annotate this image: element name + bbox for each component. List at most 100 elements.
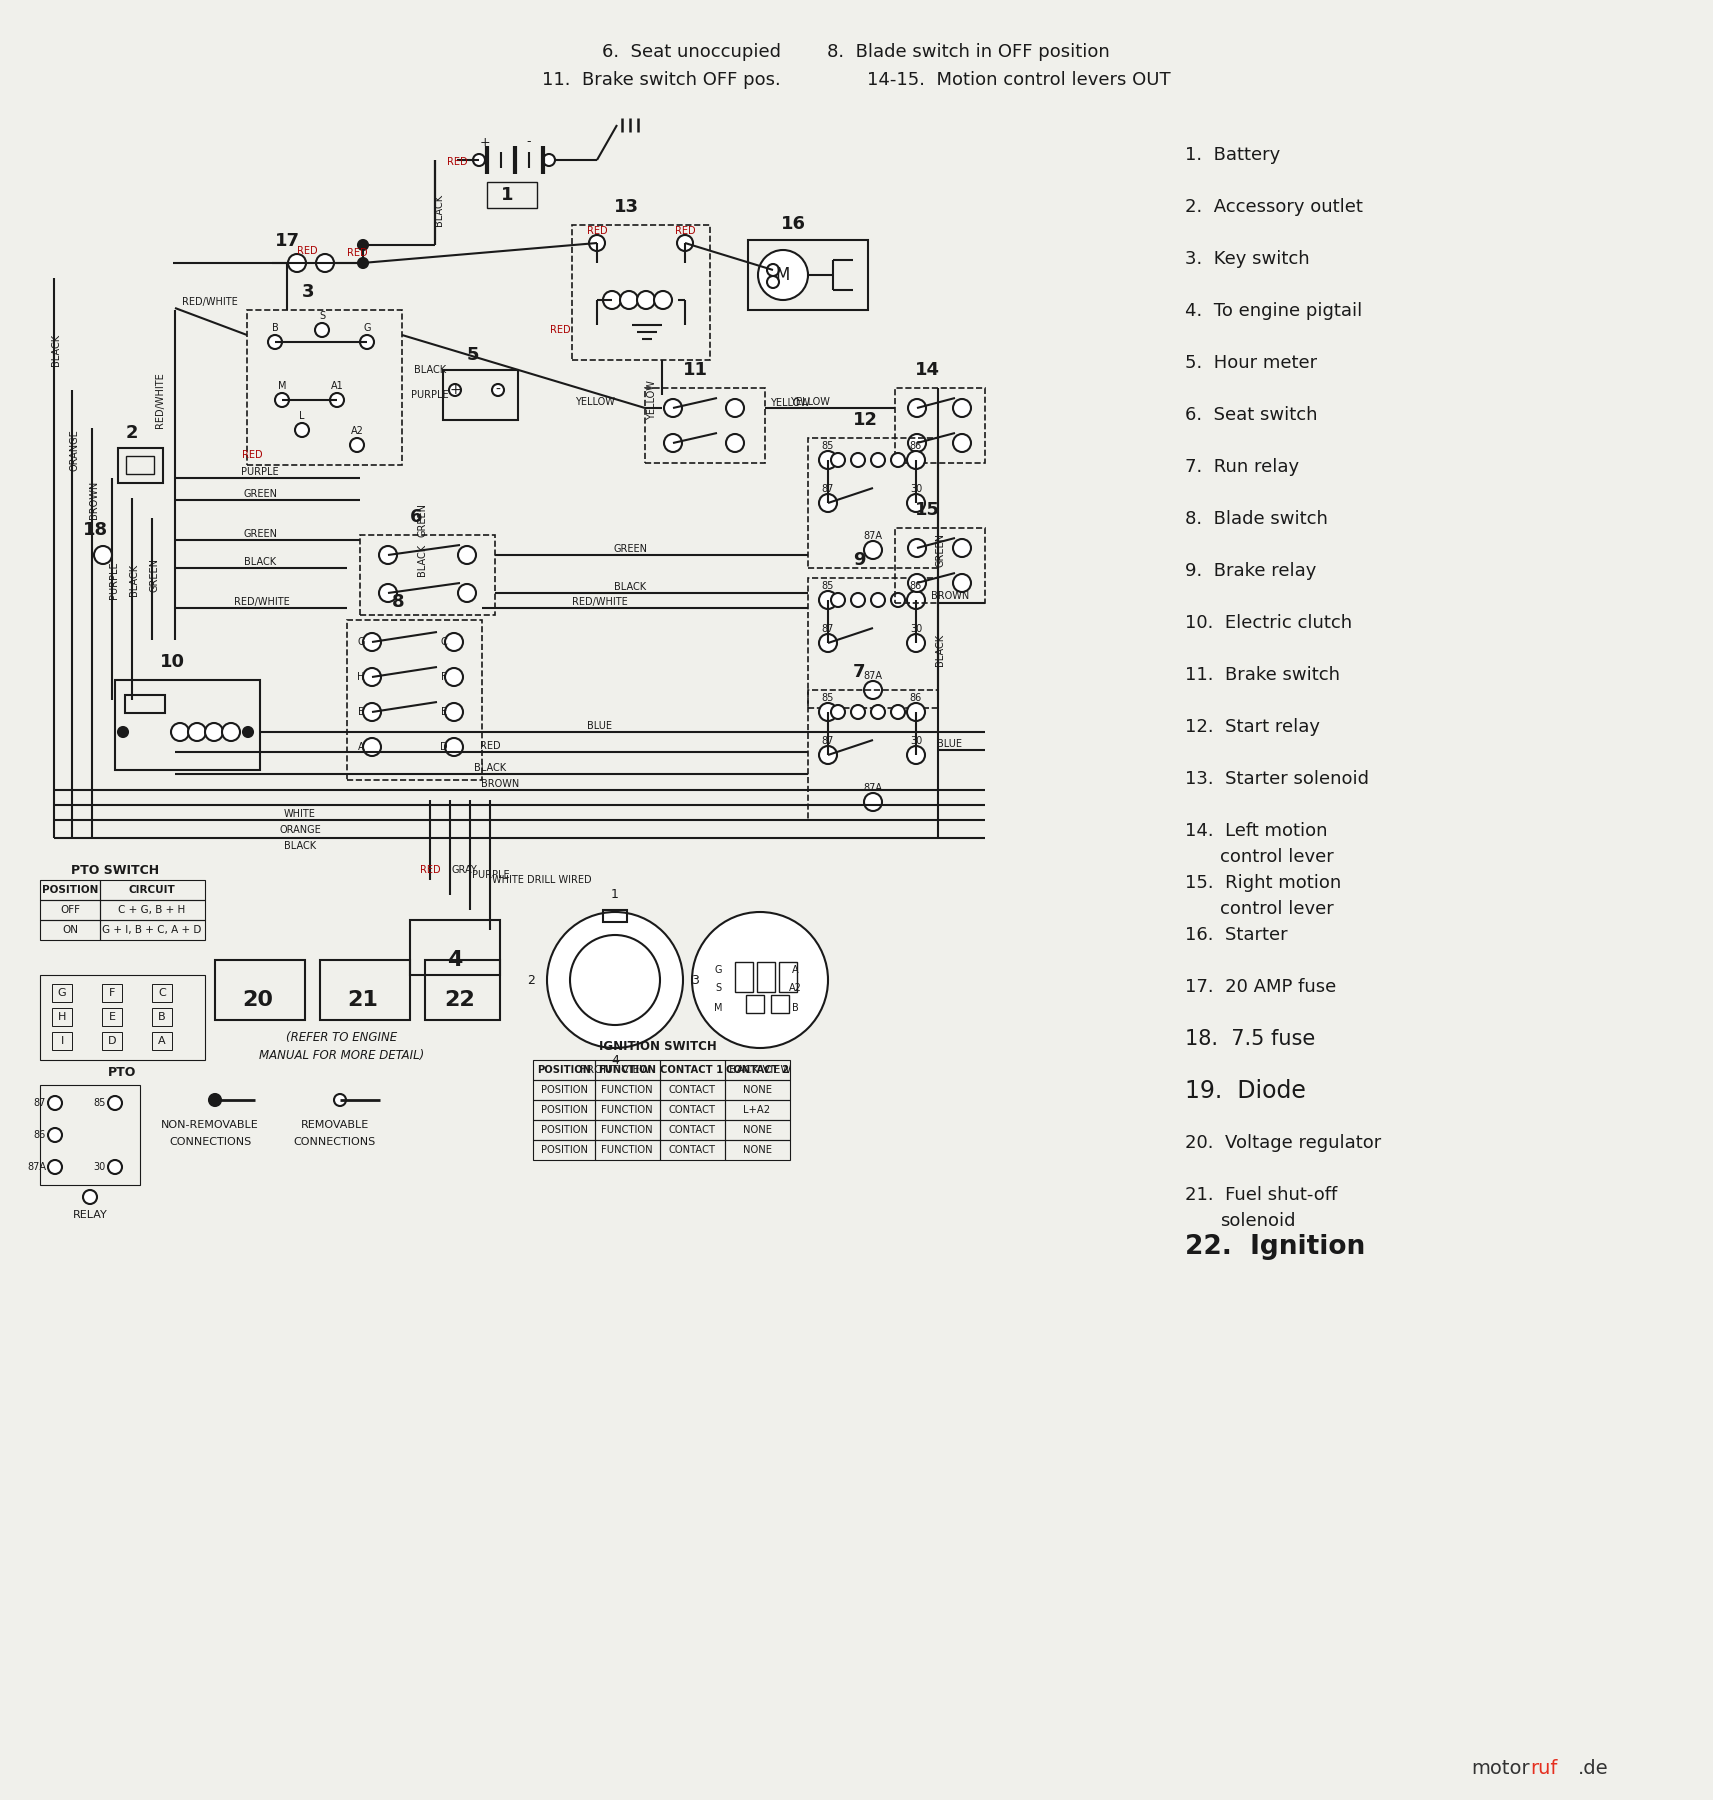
Text: GREEN: GREEN: [935, 533, 946, 567]
Text: BLUE: BLUE: [937, 740, 963, 749]
Circle shape: [315, 322, 329, 337]
Text: 13.  Starter solenoid: 13. Starter solenoid: [1185, 770, 1369, 788]
Text: RED: RED: [447, 157, 468, 167]
Text: 10: 10: [159, 653, 185, 671]
Circle shape: [726, 434, 743, 452]
Text: 22: 22: [445, 990, 476, 1010]
Bar: [348, 619, 481, 779]
Circle shape: [891, 454, 904, 466]
Text: 21: 21: [348, 990, 379, 1010]
Circle shape: [48, 1129, 62, 1141]
Text: A2: A2: [351, 427, 363, 436]
Text: BLACK: BLACK: [51, 335, 62, 365]
Text: RELAY: RELAY: [72, 1210, 108, 1220]
Text: 11.  Brake switch OFF pos.               14-15.  Motion control levers OUT: 11. Brake switch OFF pos. 14-15. Motion …: [541, 70, 1170, 88]
Bar: [118, 448, 163, 482]
Text: B: B: [272, 322, 279, 333]
Text: 4: 4: [447, 950, 463, 970]
Bar: [646, 389, 766, 463]
Text: RED: RED: [550, 326, 570, 335]
Circle shape: [295, 423, 308, 437]
Bar: [771, 995, 790, 1013]
Circle shape: [891, 592, 904, 607]
Text: ON: ON: [62, 925, 79, 934]
Text: BLACK: BLACK: [415, 365, 445, 374]
Text: A1: A1: [331, 382, 343, 391]
Text: 30: 30: [910, 625, 922, 634]
Text: BLACK: BLACK: [613, 581, 646, 592]
Circle shape: [863, 542, 882, 560]
Text: 1.  Battery: 1. Battery: [1185, 146, 1280, 164]
Bar: [572, 225, 709, 360]
Circle shape: [206, 724, 223, 742]
Circle shape: [118, 727, 128, 736]
Circle shape: [457, 583, 476, 601]
Text: POSITION: POSITION: [541, 1125, 588, 1136]
Text: 16: 16: [781, 214, 805, 232]
Text: FRONT VIEW: FRONT VIEW: [579, 1066, 651, 1075]
Text: BLACK: BLACK: [433, 194, 444, 227]
Text: 6: 6: [409, 508, 423, 526]
Text: POSITION: POSITION: [541, 1105, 588, 1114]
Circle shape: [543, 155, 555, 166]
Bar: [735, 961, 754, 992]
Text: FUNCTION: FUNCTION: [601, 1125, 653, 1136]
Text: 7.  Run relay: 7. Run relay: [1185, 457, 1298, 475]
Bar: [725, 1080, 790, 1100]
Text: 4: 4: [612, 1053, 618, 1066]
Text: 6.  Seat unoccupied        8.  Blade switch in OFF position: 6. Seat unoccupied 8. Blade switch in OF…: [603, 43, 1110, 61]
Bar: [809, 437, 939, 569]
Text: PTO: PTO: [108, 1066, 137, 1080]
Text: 19.  Diode: 19. Diode: [1185, 1078, 1305, 1103]
Text: M: M: [278, 382, 286, 391]
Text: 5: 5: [466, 346, 480, 364]
Text: WHITE: WHITE: [284, 808, 315, 819]
Circle shape: [819, 590, 838, 608]
Text: +: +: [480, 135, 490, 149]
Circle shape: [637, 292, 654, 310]
Text: BLACK: BLACK: [284, 841, 317, 851]
Bar: [533, 1100, 594, 1120]
Circle shape: [908, 400, 927, 418]
Bar: [103, 985, 122, 1003]
Text: B: B: [791, 1003, 798, 1013]
Circle shape: [445, 634, 463, 652]
Text: 22.  Ignition: 22. Ignition: [1185, 1235, 1365, 1260]
Bar: [725, 1100, 790, 1120]
Bar: [152, 1031, 171, 1049]
Circle shape: [276, 392, 289, 407]
Circle shape: [223, 724, 240, 742]
Bar: [594, 1100, 660, 1120]
Text: 8: 8: [392, 592, 404, 610]
Bar: [533, 1139, 594, 1159]
Bar: [725, 1120, 790, 1139]
Text: 85: 85: [822, 581, 834, 590]
Text: M: M: [776, 266, 790, 284]
Text: BLACK: BLACK: [243, 556, 276, 567]
Circle shape: [188, 724, 206, 742]
Bar: [99, 900, 206, 920]
Text: CONTACT: CONTACT: [668, 1125, 716, 1136]
Text: 16.  Starter: 16. Starter: [1185, 925, 1288, 943]
Text: YELLOW: YELLOW: [576, 398, 615, 407]
Circle shape: [665, 434, 682, 452]
Bar: [486, 182, 536, 209]
Text: .de: .de: [1578, 1759, 1609, 1778]
Circle shape: [906, 745, 925, 763]
Text: YELLOW: YELLOW: [771, 398, 810, 409]
Bar: [39, 920, 99, 940]
Bar: [103, 1031, 122, 1049]
Text: 13: 13: [613, 198, 639, 216]
Circle shape: [82, 1190, 98, 1204]
Text: NON-REMOVABLE: NON-REMOVABLE: [161, 1120, 259, 1130]
Text: 3: 3: [690, 974, 699, 986]
Circle shape: [48, 1159, 62, 1174]
Text: IGNITION SWITCH: IGNITION SWITCH: [600, 1040, 716, 1053]
Text: RED: RED: [242, 450, 262, 461]
Circle shape: [906, 493, 925, 511]
Text: RED/WHITE: RED/WHITE: [235, 598, 289, 607]
Text: BROWN: BROWN: [930, 590, 970, 601]
Text: RED: RED: [675, 227, 695, 236]
Text: CIRCUIT: CIRCUIT: [128, 886, 175, 895]
Bar: [444, 371, 517, 419]
